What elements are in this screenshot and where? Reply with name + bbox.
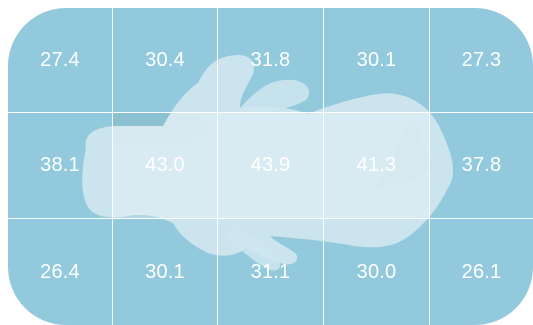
pressure-value: 43.0 xyxy=(145,154,185,176)
pressure-value: 30.0 xyxy=(356,260,397,283)
pressure-value: 30.1 xyxy=(145,260,185,283)
pressure-value: 43.9 xyxy=(250,154,291,176)
pressure-value: 41.3 xyxy=(356,154,397,176)
pressure-value: 27.4 xyxy=(40,48,80,71)
pressure-cell: 41.3 xyxy=(324,113,430,219)
pressure-value: 31.8 xyxy=(250,48,291,71)
pressure-value: 30.4 xyxy=(145,48,185,71)
pressure-cell: 30.1 xyxy=(113,219,218,325)
pressure-cell: 26.4 xyxy=(8,219,113,325)
pressure-mat: 27.4 30.4 31.8 30.1 27.3 38.1 43.0 43.9 … xyxy=(8,8,533,325)
pressure-cell: 30.0 xyxy=(324,219,430,325)
pressure-cell: 43.9 xyxy=(218,113,324,219)
pressure-value: 38.1 xyxy=(40,154,80,176)
pressure-cell: 30.4 xyxy=(113,8,218,113)
pressure-cell: 31.1 xyxy=(218,219,324,325)
pressure-cell: 31.8 xyxy=(218,8,324,113)
pressure-cell: 30.1 xyxy=(324,8,430,113)
pressure-cell: 43.0 xyxy=(113,113,218,219)
pressure-value: 26.1 xyxy=(461,260,502,283)
pressure-cell: 37.8 xyxy=(430,113,533,219)
pressure-value: 27.3 xyxy=(461,48,502,71)
pressure-cell: 26.1 xyxy=(430,219,533,325)
pressure-value: 31.1 xyxy=(250,260,291,283)
body-silhouette-icon xyxy=(82,55,454,271)
pressure-value: 26.4 xyxy=(40,260,80,283)
pressure-value: 37.8 xyxy=(461,154,502,176)
pressure-cell: 27.4 xyxy=(8,8,113,113)
pressure-cell: 27.3 xyxy=(430,8,533,113)
pressure-value: 30.1 xyxy=(356,48,397,71)
pressure-grid: 27.4 30.4 31.8 30.1 27.3 38.1 43.0 43.9 … xyxy=(8,8,533,325)
pressure-cell: 38.1 xyxy=(8,113,113,219)
